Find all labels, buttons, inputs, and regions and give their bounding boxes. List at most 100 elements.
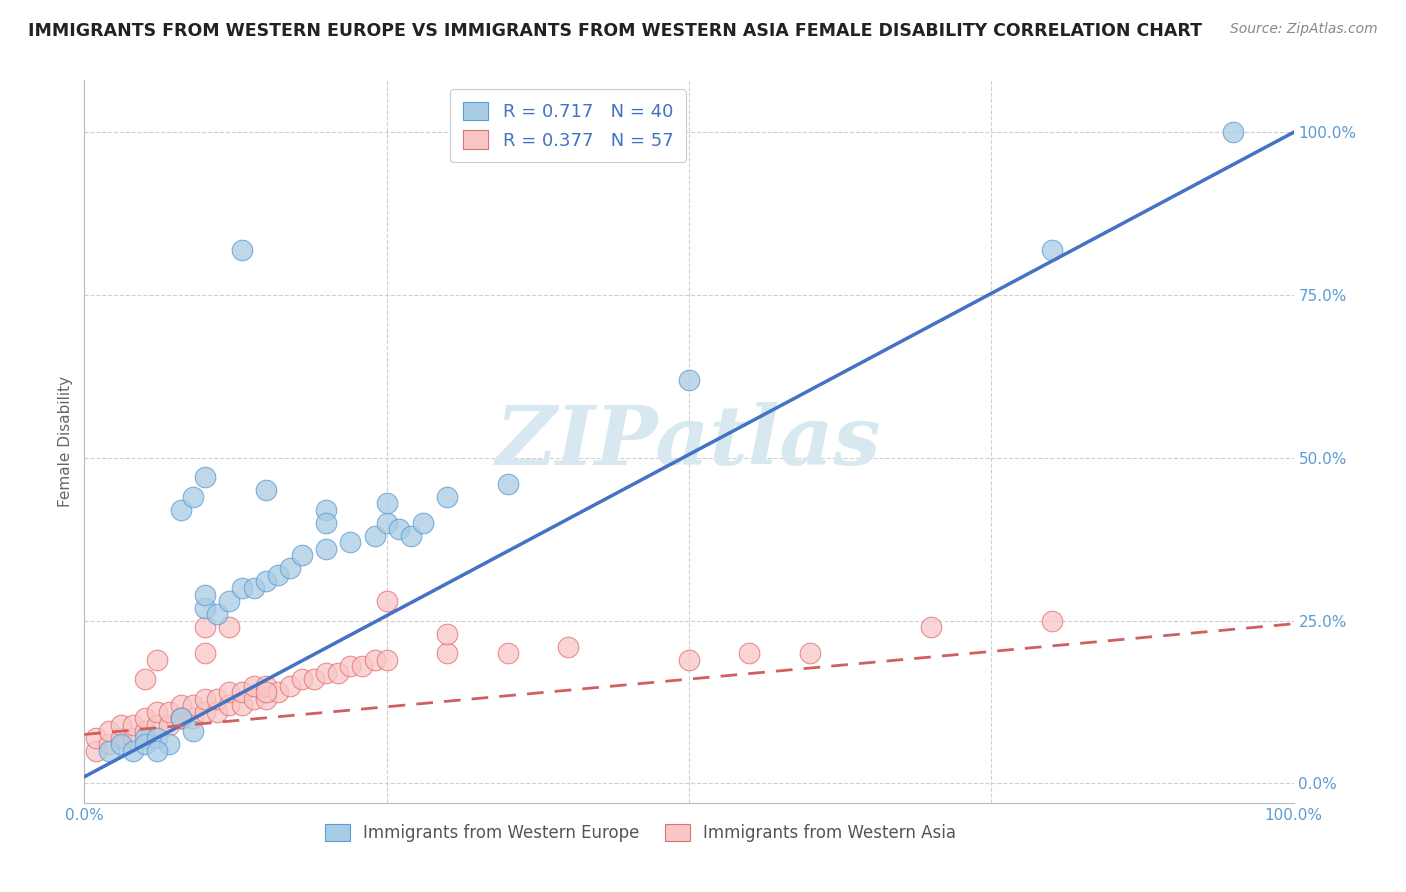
Point xyxy=(315,516,337,530)
Point xyxy=(496,646,519,660)
Point xyxy=(1222,125,1244,139)
Point xyxy=(231,581,253,595)
Point xyxy=(181,724,204,739)
Point xyxy=(339,659,361,673)
Point xyxy=(231,698,253,713)
Text: IMMIGRANTS FROM WESTERN EUROPE VS IMMIGRANTS FROM WESTERN ASIA FEMALE DISABILITY: IMMIGRANTS FROM WESTERN EUROPE VS IMMIGR… xyxy=(28,22,1202,40)
Point xyxy=(267,685,290,699)
Point xyxy=(97,737,120,751)
Point xyxy=(207,607,229,621)
Point xyxy=(146,705,169,719)
Point xyxy=(218,685,240,699)
Point xyxy=(170,711,193,725)
Point xyxy=(110,717,132,731)
Point xyxy=(170,503,193,517)
Point xyxy=(231,685,253,699)
Point xyxy=(436,490,458,504)
Point xyxy=(134,724,156,739)
Point xyxy=(375,652,398,666)
Point xyxy=(194,691,217,706)
Point xyxy=(496,476,519,491)
Point xyxy=(181,711,204,725)
Point xyxy=(254,574,277,589)
Point xyxy=(194,620,217,634)
Point xyxy=(207,691,229,706)
Point xyxy=(328,665,350,680)
Point xyxy=(267,568,290,582)
Point xyxy=(738,646,761,660)
Point xyxy=(218,620,240,634)
Point xyxy=(375,516,398,530)
Point xyxy=(352,659,374,673)
Point xyxy=(436,626,458,640)
Point xyxy=(436,646,458,660)
Point xyxy=(97,744,120,758)
Point xyxy=(388,523,411,537)
Point xyxy=(242,679,264,693)
Point xyxy=(920,620,942,634)
Point xyxy=(363,529,385,543)
Point xyxy=(146,652,169,666)
Point xyxy=(375,594,398,608)
Legend: Immigrants from Western Europe, Immigrants from Western Asia: Immigrants from Western Europe, Immigran… xyxy=(318,817,963,848)
Point xyxy=(157,717,180,731)
Point xyxy=(97,724,120,739)
Point xyxy=(218,594,240,608)
Point xyxy=(678,652,700,666)
Point xyxy=(254,483,277,498)
Point xyxy=(146,744,169,758)
Point xyxy=(315,503,337,517)
Point xyxy=(194,705,217,719)
Point xyxy=(254,685,277,699)
Point xyxy=(110,737,132,751)
Point xyxy=(157,737,180,751)
Point xyxy=(315,665,337,680)
Point xyxy=(557,640,579,654)
Point xyxy=(363,652,385,666)
Point xyxy=(146,717,169,731)
Point xyxy=(399,529,422,543)
Point xyxy=(110,731,132,745)
Point xyxy=(242,581,264,595)
Point xyxy=(121,717,143,731)
Point xyxy=(291,549,314,563)
Point xyxy=(86,744,108,758)
Y-axis label: Female Disability: Female Disability xyxy=(58,376,73,508)
Point xyxy=(194,646,217,660)
Point xyxy=(218,698,240,713)
Point xyxy=(134,672,156,686)
Point xyxy=(302,672,325,686)
Point xyxy=(254,679,277,693)
Point xyxy=(170,711,193,725)
Text: ZIPatlas: ZIPatlas xyxy=(496,401,882,482)
Point xyxy=(412,516,434,530)
Point xyxy=(170,711,193,725)
Point xyxy=(207,705,229,719)
Point xyxy=(254,691,277,706)
Point xyxy=(194,600,217,615)
Point xyxy=(291,672,314,686)
Point xyxy=(799,646,821,660)
Point xyxy=(86,731,108,745)
Point xyxy=(1040,614,1063,628)
Point xyxy=(181,490,204,504)
Point xyxy=(194,470,217,484)
Point xyxy=(678,373,700,387)
Point xyxy=(181,698,204,713)
Point xyxy=(121,731,143,745)
Point xyxy=(170,698,193,713)
Point xyxy=(315,541,337,556)
Point xyxy=(375,496,398,510)
Point xyxy=(278,561,301,575)
Point xyxy=(134,711,156,725)
Point xyxy=(242,691,264,706)
Point xyxy=(339,535,361,549)
Point xyxy=(278,679,301,693)
Point xyxy=(157,705,180,719)
Point xyxy=(134,731,156,745)
Point xyxy=(146,731,169,745)
Point xyxy=(121,744,143,758)
Point xyxy=(1040,243,1063,257)
Point xyxy=(231,243,253,257)
Point xyxy=(134,737,156,751)
